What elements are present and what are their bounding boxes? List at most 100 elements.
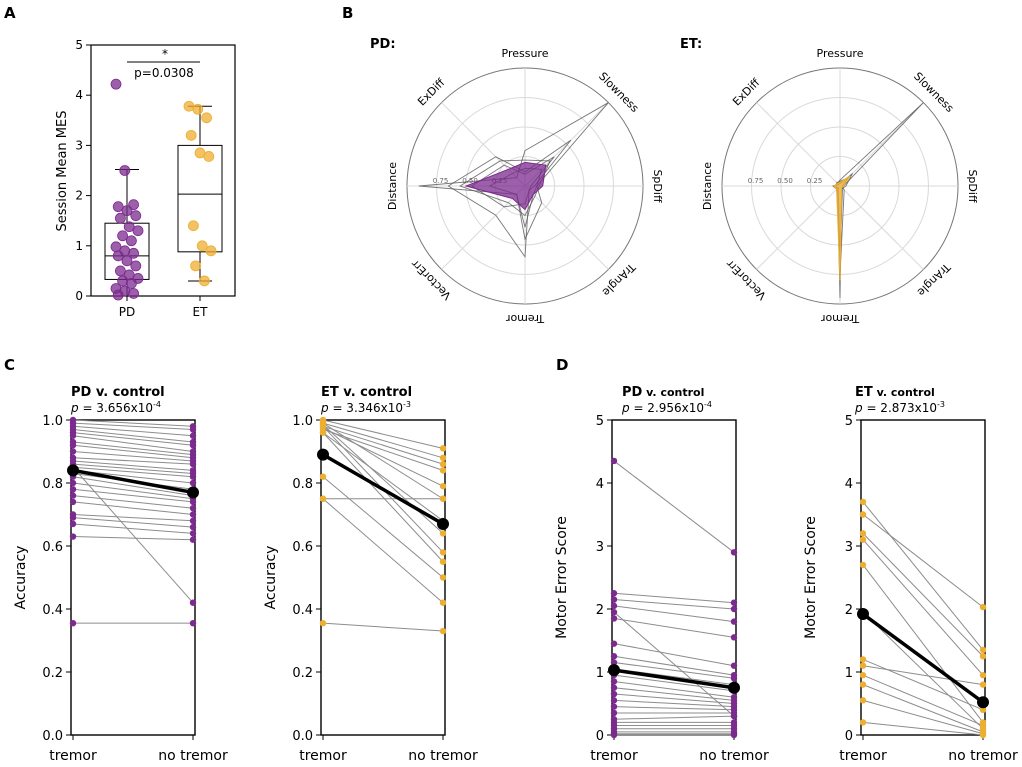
d-pd-pair-line: [613, 674, 735, 692]
d-pd-point-tremor: [610, 703, 618, 710]
c-pd-point-tremor: [69, 533, 77, 540]
panel-a-ytick-label: 0: [75, 289, 83, 303]
c-et-ylabel: Accuracy: [263, 546, 279, 610]
panel-d-pd-heading-suffix: v. control: [642, 386, 704, 399]
panel-c-pd-pvalue-exp: -4: [153, 400, 161, 409]
panel-a-category-pd: PD: [119, 305, 135, 319]
d-pd-point-tremor: [610, 596, 618, 603]
c-et-pair-line: [322, 432, 444, 563]
c-et-ytick-label: 0.4: [292, 603, 313, 618]
d-et-ytick-label: 0: [845, 729, 853, 744]
c-et-point-no-tremor: [439, 599, 447, 606]
c-pd-pair-line: [72, 444, 194, 459]
c-pd-pair-line: [72, 463, 194, 475]
c-pd-ytick-label: 0.8: [42, 477, 63, 492]
d-pd-pair-line: [613, 680, 735, 698]
c-pd-point-tremor: [69, 479, 77, 487]
d-pd-point-tremor: [610, 678, 618, 685]
c-pd-xtick-label-tremor: tremor: [49, 748, 97, 764]
d-pd-point-tremor: [610, 615, 618, 622]
radar-pd-axis-label-tremor: Tremor: [505, 312, 545, 325]
d-pd-pair-line: [613, 599, 735, 610]
c-et-point-no-tremor: [439, 530, 447, 537]
c-et-point-no-tremor: [439, 574, 447, 581]
c-pd-point-tremor: [69, 619, 77, 627]
d-et-point-no-tremor: [979, 671, 987, 679]
c-pd-point-tremor: [69, 486, 77, 493]
c-pd-point-tremor: [69, 448, 77, 455]
c-pd-point-tremor: [69, 442, 77, 449]
radar-pd-rtick-label: 0.75: [433, 177, 449, 185]
panel-c-et-pvalue-exp: -3: [403, 400, 411, 409]
d-pd-point-no-tremor: [730, 605, 738, 613]
radar-et-axis-label-distance: Distance: [701, 162, 714, 210]
c-et-point-no-tremor: [439, 482, 447, 490]
c-pd-pair-line: [72, 495, 194, 509]
radar-pd-subject-line: [447, 139, 572, 259]
d-pd-point-tremor: [610, 659, 618, 666]
panel-label-d: D: [556, 356, 568, 374]
radar-pd-subject-line: [459, 159, 551, 217]
panel-a-ytick-label: 1: [75, 239, 83, 253]
radar-et-spoke: [756, 102, 841, 187]
c-pd-pair-line: [72, 425, 194, 437]
d-et-mean-point-tremor: [857, 608, 869, 621]
panel-d-et-heading-main: ET: [855, 385, 873, 400]
box-data-point: [128, 199, 140, 211]
d-pd-point-tremor: [610, 457, 618, 465]
d-pd-point-tremor: [610, 590, 618, 597]
d-pd-mean-line: [613, 668, 735, 690]
d-pd-plot-frame: [611, 419, 737, 736]
box-data-point: [203, 151, 215, 162]
c-et-ytick-label: 1.0: [292, 414, 313, 429]
d-et-point-tremor: [859, 697, 867, 704]
panel-c-et-pvalue: p = 3.346x10-3: [320, 400, 411, 415]
d-pd-ylabel: Motor Error Score: [554, 516, 570, 639]
d-et-mean-line: [861, 612, 985, 704]
c-et-ytick-label: 0.0: [292, 729, 313, 744]
d-pd-point-tremor: [610, 690, 618, 698]
d-et-pair-line: [862, 533, 984, 657]
c-et-point-tremor: [319, 619, 327, 627]
radar-pd-axis-label-spdiff: SpDiff: [651, 169, 664, 202]
c-et-point-no-tremor: [439, 495, 447, 502]
panel-label-c: C: [4, 356, 15, 374]
c-pd-point-no-tremor: [189, 511, 197, 518]
c-et-pair-line: [322, 422, 444, 500]
d-et-pair-line: [862, 564, 984, 723]
box-data-point: [112, 201, 124, 213]
c-et-point-no-tremor: [439, 549, 447, 556]
c-pd-pair-line: [72, 428, 194, 443]
c-et-point-no-tremor: [439, 454, 447, 461]
d-et-pair-line: [862, 611, 984, 730]
panel-d-et-heading-suffix: v. control: [873, 386, 935, 399]
c-et-ytick-label: 0.2: [292, 666, 313, 681]
c-et-point-tremor: [319, 429, 327, 436]
panel-d-pd-pvalue-text: = 2.956x10: [630, 401, 704, 415]
panel-d-et-title: ET v. control p = 2.873x10-3: [854, 385, 945, 415]
d-pd-pair-line: [613, 611, 735, 717]
d-et-point-tremor: [859, 498, 867, 506]
radar-et-rtick-label: 0.25: [807, 177, 823, 185]
panel-b-radar: PD: ET:: [370, 37, 702, 52]
panel-d-pd-pvalue: p = 2.956x10-4: [621, 400, 712, 415]
c-pd-point-no-tremor: [189, 517, 197, 524]
c-et-pair-line: [322, 425, 444, 465]
c-pd-point-no-tremor: [189, 498, 197, 506]
radar-et-spoke: [839, 185, 924, 270]
c-pd-point-no-tremor: [189, 530, 197, 537]
d-et-point-no-tremor: [979, 681, 987, 688]
d-pd-point-tremor: [610, 608, 618, 616]
d-pd-pair-line: [613, 693, 735, 704]
c-pd-ylabel: Accuracy: [13, 546, 29, 610]
d-et-point-tremor: [859, 511, 867, 518]
box-data-point: [123, 221, 135, 233]
c-et-ytick-label: 0.8: [292, 477, 313, 492]
box-data-point: [198, 275, 210, 287]
d-et-mean-point-no-tremor: [977, 696, 989, 709]
d-et-point-no-tremor: [979, 706, 987, 713]
radar-et-rtick-label: 0.50: [777, 177, 793, 185]
box-data-point: [112, 289, 124, 301]
d-et-pair-line: [862, 699, 984, 735]
